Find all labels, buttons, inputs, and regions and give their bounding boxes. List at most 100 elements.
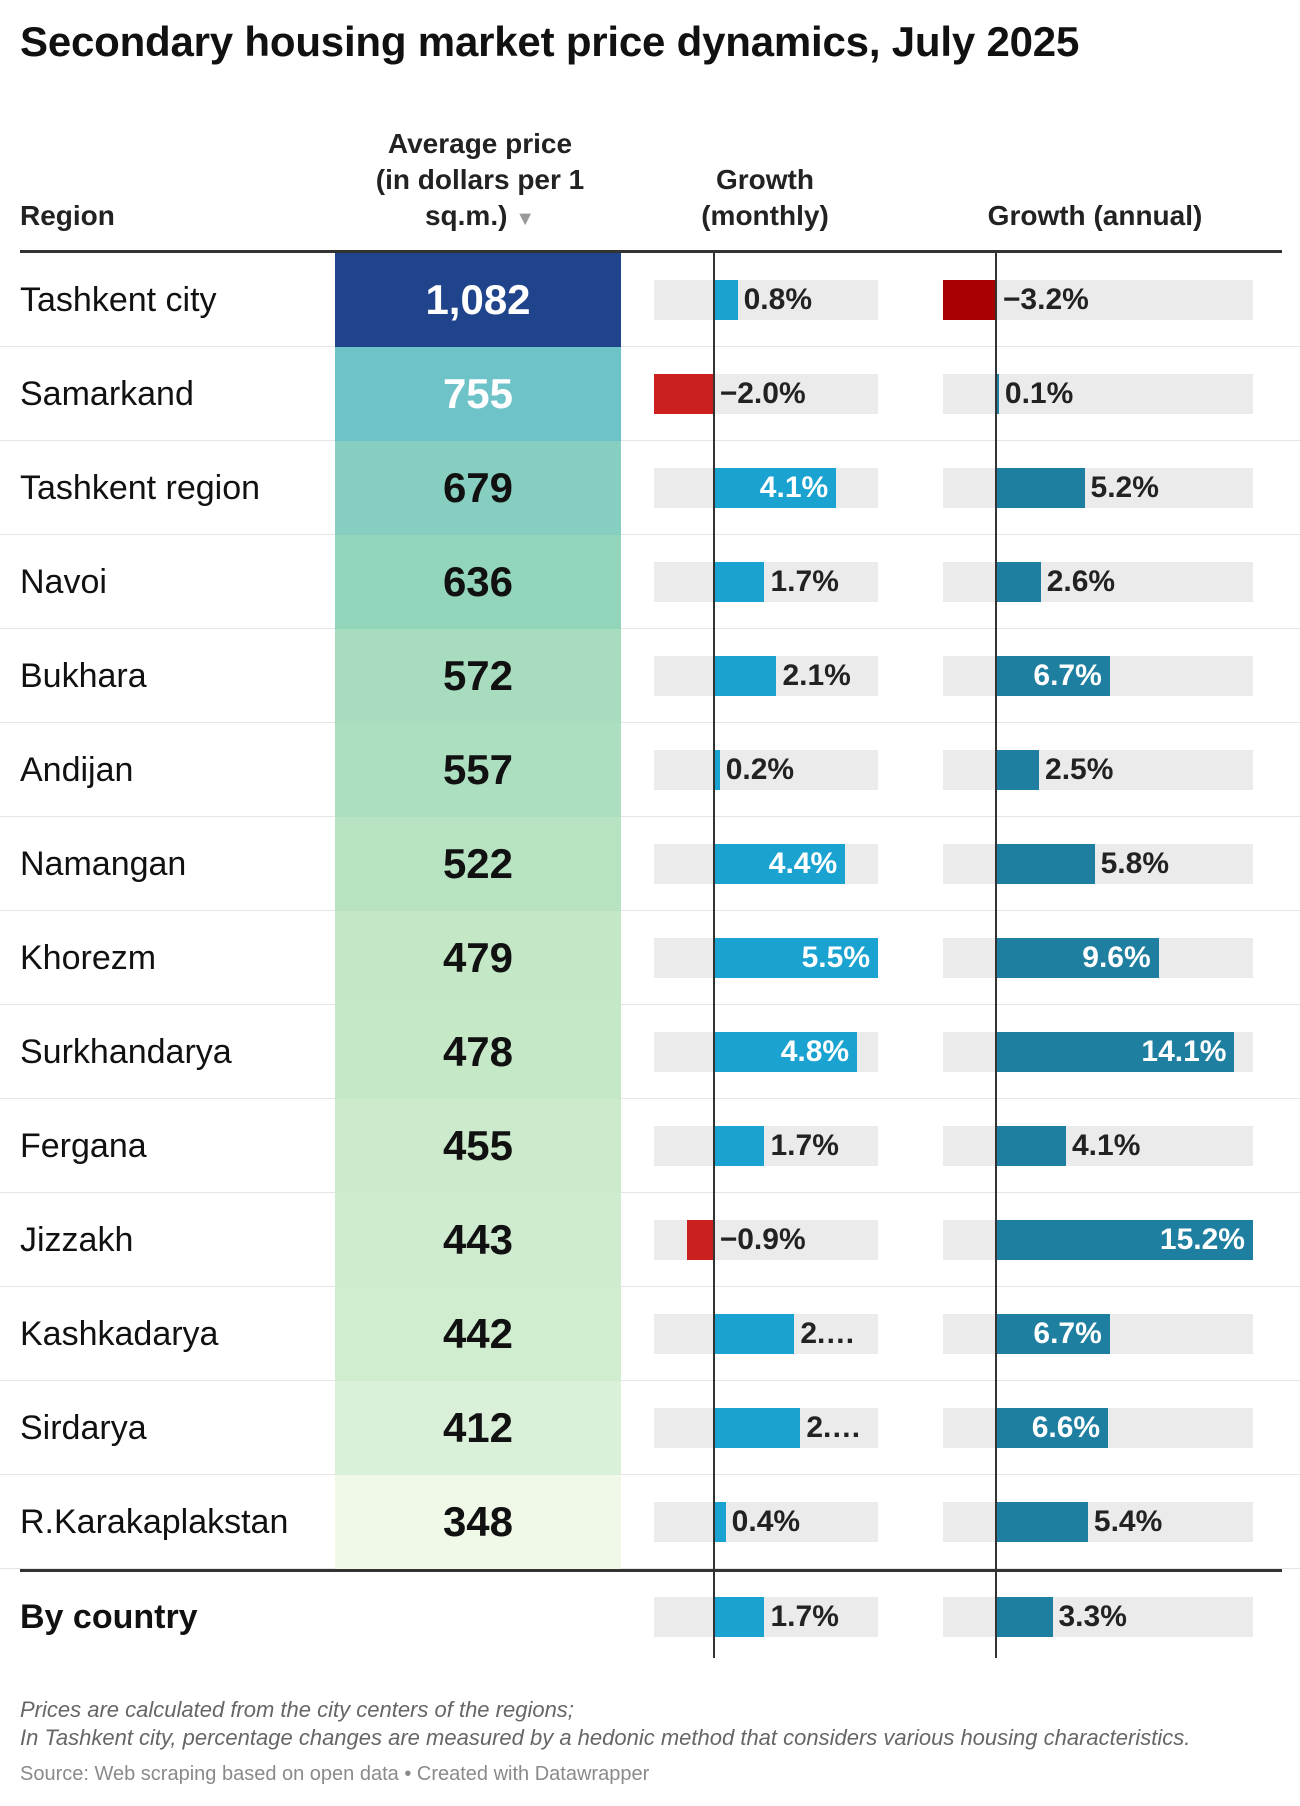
annual-track: 6.7% — [943, 656, 1253, 696]
monthly-track: 1.7% — [654, 562, 878, 602]
annual-value-label: 9.6% — [1082, 941, 1151, 974]
header-divider — [20, 250, 1282, 253]
price-header-line-2: (in dollars per 1 — [375, 164, 585, 195]
monthly-value-label: 0.4% — [731, 1505, 801, 1538]
monthly-value-label: 0.8% — [743, 283, 813, 316]
monthly-track: 5.5% — [654, 938, 878, 978]
table-row: Tashkent region 679 4.1% 5.2% — [0, 441, 1300, 535]
column-header-price[interactable]: Average price (in dollars per 1 sq.m.) ▼ — [345, 126, 615, 237]
chart-title: Secondary housing market price dynamics,… — [20, 18, 1080, 65]
monthly-bar — [713, 1597, 765, 1637]
table-row: Khorezm 479 5.5% 9.6% — [0, 911, 1300, 1005]
source-note: Source: Web scraping based on open data … — [20, 1763, 650, 1785]
region-name: Jizzakh — [20, 1221, 134, 1259]
annual-bar — [996, 562, 1041, 602]
annual-value-label: 2.5% — [1045, 753, 1114, 786]
table-body: Tashkent city 1,082 0.8% −3.2% Samarkand 755 −… — [0, 253, 1300, 1569]
monthly-header-line-1: Growth — [716, 164, 814, 195]
annual-bar — [996, 750, 1040, 790]
monthly-track: −2.0% — [654, 374, 878, 414]
monthly-bar — [713, 1032, 858, 1072]
price-header-line-3: sq.m.) — [424, 200, 508, 231]
monthly-bar — [713, 1408, 801, 1448]
region-name: Andijan — [20, 751, 134, 789]
annual-bar — [996, 1032, 1235, 1072]
monthly-track: 1.7% — [654, 1597, 878, 1637]
average-price-cell: 636 — [335, 535, 621, 629]
country-total-label: By country — [20, 1598, 198, 1636]
annual-bar — [996, 374, 999, 414]
monthly-track: 2.1% — [654, 656, 878, 696]
annual-track: 4.1% — [943, 1126, 1253, 1166]
monthly-bar — [713, 844, 846, 884]
region-name: Tashkent region — [20, 469, 261, 507]
annual-track: 14.1% — [943, 1032, 1253, 1072]
annual-value-label: 6.7% — [1033, 659, 1102, 692]
annual-track: −3.2% — [943, 280, 1253, 320]
annual-value-label: 5.2% — [1090, 471, 1159, 504]
table-row: Sirdarya 412 2.… 6.6% — [0, 1381, 1300, 1475]
annual-bar — [943, 280, 997, 320]
region-name: Kashkadarya — [20, 1315, 219, 1353]
footnote-line-2: In Tashkent city, percentage changes are… — [20, 1725, 1191, 1750]
annual-bar — [996, 1597, 1053, 1637]
sort-descending-icon[interactable]: ▼ — [515, 208, 536, 230]
table-row: Fergana 455 1.7% 4.1% — [0, 1099, 1300, 1193]
monthly-value-label: 1.7% — [770, 565, 839, 598]
monthly-track: 0.4% — [654, 1502, 878, 1542]
average-price-cell: 455 — [335, 1099, 621, 1193]
monthly-track: 1.7% — [654, 1126, 878, 1166]
monthly-bar — [654, 374, 714, 414]
region-name: Samarkand — [20, 375, 194, 413]
footnote-line-1: Prices are calculated from the city cent… — [20, 1697, 574, 1722]
region-name: Navoi — [20, 563, 107, 601]
annual-value-label: 4.1% — [1071, 1129, 1141, 1162]
price-header-line-1: Average price — [387, 128, 573, 159]
annual-track: 2.5% — [943, 750, 1253, 790]
annual-bar — [996, 656, 1110, 696]
annual-track: 15.2% — [943, 1220, 1253, 1260]
annual-value-label: 5.4% — [1093, 1505, 1163, 1538]
country-total-row: By country 1.7% 3.3% — [0, 1572, 1300, 1662]
annual-bar — [996, 468, 1085, 508]
annual-track: 9.6% — [943, 938, 1253, 978]
average-price-cell: 572 — [335, 629, 621, 723]
annual-value-label: −3.2% — [1002, 283, 1089, 316]
column-header-annual: Growth (annual) — [987, 200, 1203, 231]
average-price-cell: 479 — [335, 911, 621, 1005]
monthly-value-label: 4.8% — [780, 1035, 850, 1068]
monthly-value-label: 4.1% — [759, 471, 829, 504]
annual-value-label: 0.1% — [1004, 377, 1074, 410]
average-price-cell: 557 — [335, 723, 621, 817]
average-price-cell: 478 — [335, 1005, 621, 1099]
monthly-value-label: 2.1% — [782, 659, 851, 692]
average-price-cell: 443 — [335, 1193, 621, 1287]
annual-track: 6.6% — [943, 1408, 1253, 1448]
annual-bar — [996, 1314, 1110, 1354]
monthly-track: 2.… — [654, 1314, 878, 1354]
annual-bar — [996, 1502, 1088, 1542]
annual-value-label: 6.6% — [1031, 1411, 1101, 1444]
average-price-cell: 348 — [335, 1475, 621, 1569]
monthly-value-label: 1.7% — [770, 1600, 839, 1633]
monthly-value-label: −2.0% — [719, 377, 806, 410]
table-row: Andijan 557 0.2% 2.5% — [0, 723, 1300, 817]
annual-value-label: 6.7% — [1033, 1317, 1102, 1350]
monthly-track: −0.9% — [654, 1220, 878, 1260]
average-price-cell: 1,082 — [335, 253, 621, 347]
monthly-track: 0.8% — [654, 280, 878, 320]
average-price-cell: 412 — [335, 1381, 621, 1475]
region-name: Fergana — [20, 1127, 147, 1165]
table-row: Surkhandarya 478 4.8% 14.1% — [0, 1005, 1300, 1099]
monthly-bar — [713, 750, 720, 790]
annual-track: 5.8% — [943, 844, 1253, 884]
annual-value-label: 5.8% — [1100, 847, 1170, 880]
monthly-bar — [713, 280, 738, 320]
column-header-monthly: Growth (monthly) — [655, 162, 875, 234]
average-price-cell: 522 — [335, 817, 621, 911]
annual-bar — [996, 844, 1095, 884]
column-header-region: Region — [20, 200, 115, 231]
monthly-bar — [713, 468, 837, 508]
monthly-bar — [713, 656, 777, 696]
region-name: R.Karakaplakstan — [20, 1503, 289, 1541]
